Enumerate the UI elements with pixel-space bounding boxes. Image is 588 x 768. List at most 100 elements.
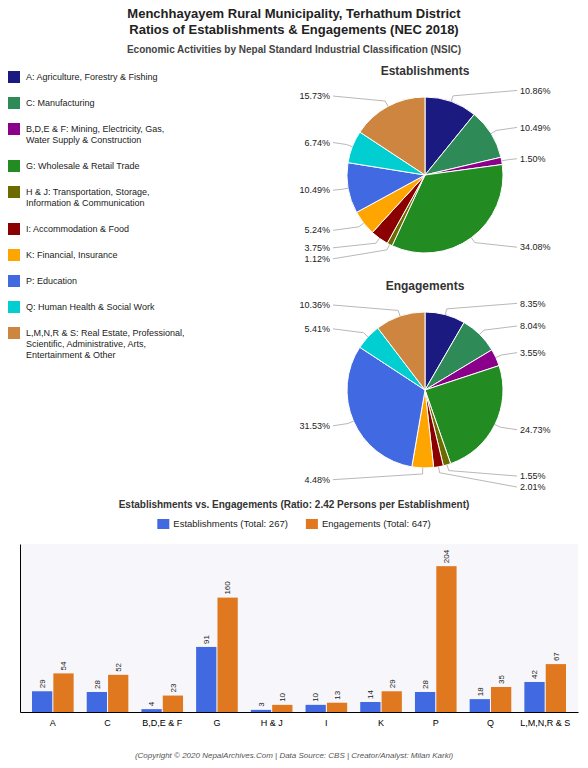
text-line: Menchhayayem Rural Municipality, Terhath…: [127, 6, 461, 21]
pie-title: Establishments: [381, 64, 470, 78]
bar: [196, 647, 216, 712]
data-label: 67: [552, 652, 561, 661]
data-label: 3.75%: [304, 243, 330, 253]
leader-line: [491, 127, 517, 133]
legend-swatch: [8, 223, 20, 235]
data-label: 29: [38, 679, 47, 688]
legend-entry: P: Education: [26, 276, 77, 286]
bar: [306, 705, 326, 712]
tick: C: [104, 712, 111, 728]
legend-entry: I: Accommodation & Food: [26, 224, 129, 234]
leader-line: [451, 90, 517, 101]
text-line: Ratios of Establishments & Engagements (…: [129, 22, 458, 37]
text-line: Information & Communication: [26, 198, 145, 208]
data-label: 1.50%: [520, 154, 546, 164]
leader-line: [333, 238, 379, 247]
pie-title: Engagements: [386, 279, 465, 293]
data-label: 3: [257, 702, 266, 707]
data-label: 5.24%: [304, 225, 330, 235]
bar: [251, 710, 271, 712]
text-line: I: Accommodation & Food: [26, 224, 129, 234]
leader-line: [495, 425, 517, 430]
legend-entry: G: Wholesale & Retail Trade: [26, 161, 140, 171]
data-label: 10: [278, 692, 287, 701]
bar: [272, 705, 292, 712]
legend-swatch: [8, 301, 20, 313]
legend-swatch: [8, 123, 20, 135]
bar: [141, 709, 161, 712]
tick: G: [213, 712, 220, 728]
data-label: 31.53%: [299, 421, 330, 431]
legend-swatch: [8, 71, 20, 83]
leader-line: [333, 329, 368, 337]
pie-slice: L,M,N,R & S: Real Estate, Professional, …: [378, 312, 425, 390]
legend-entry: L,M,N,R & S: Real Estate, Professional,S…: [26, 328, 185, 360]
data-label: 24.73%: [520, 425, 551, 435]
data-label: 14: [366, 690, 375, 699]
legend-entry: K: Financial, Insurance: [26, 250, 118, 260]
leader-line: [471, 238, 517, 247]
text-line: Q: Human Health & Social Work: [26, 302, 155, 312]
pie-slice: L,M,N,R & S: Real Estate, Professional, …: [360, 97, 425, 175]
legend-entry: Engagements (Total: 647): [322, 518, 431, 529]
tick: Q: [487, 712, 494, 728]
tick-label: I: [325, 718, 328, 728]
tick-label: G: [213, 718, 220, 728]
data-label: 1.12%: [304, 254, 330, 264]
legend-item: Engagements (Total: 647): [306, 518, 431, 529]
data-label: 8.35%: [520, 299, 546, 309]
data-label: 10.49%: [299, 185, 330, 195]
pie-chart: EstablishmentsA: Agriculture, Forestry &…: [299, 64, 550, 264]
data-label: 8.04%: [520, 321, 546, 331]
tick-label: A: [50, 718, 56, 728]
bar: [382, 691, 402, 712]
data-label: 29: [388, 679, 397, 688]
data-label: 28: [93, 680, 102, 689]
legend-entry: C: Manufacturing: [26, 98, 95, 108]
legend-entry: A: Agriculture, Forestry & Fishing: [26, 72, 158, 82]
data-label: 10.49%: [520, 123, 551, 133]
subtitle: Economic Activities by Nepal Standard In…: [127, 44, 461, 55]
legend-swatch: [8, 327, 20, 339]
text-line: Water Supply & Construction: [26, 135, 141, 145]
tick-label: P: [433, 718, 439, 728]
leader-line: [496, 353, 517, 358]
bar: [436, 566, 456, 712]
leader-line: [333, 223, 364, 230]
data-labels: 2928491310142818425452231601013292043567: [38, 549, 561, 707]
data-label: 3.55%: [520, 348, 546, 358]
leader-line: [445, 303, 517, 314]
bars: [32, 566, 566, 712]
data-label: 91: [202, 634, 211, 643]
text-line: C: Manufacturing: [26, 98, 95, 108]
bar: [360, 702, 380, 712]
tick: B,D,E & F: [142, 712, 183, 728]
bar: [108, 675, 128, 712]
leader-line: [439, 467, 517, 487]
bar: [53, 673, 73, 712]
bar: [415, 692, 435, 712]
legend-entry: Q: Human Health & Social Work: [26, 302, 155, 312]
legend-swatch: [8, 186, 20, 198]
text-line: G: Wholesale & Retail Trade: [26, 161, 140, 171]
leader-line: [333, 421, 353, 426]
tick-label: B,D,E & F: [142, 718, 183, 728]
leader-line: [502, 159, 517, 161]
data-label: 10.86%: [520, 86, 551, 96]
legend-swatch: [8, 275, 20, 287]
data-label: 42: [530, 670, 539, 679]
leader-line: [333, 143, 352, 147]
tick-label: C: [104, 718, 111, 728]
axis-line: [21, 712, 579, 713]
legend-swatch: [8, 97, 20, 109]
data-label: 35: [497, 675, 506, 684]
title: Menchhayayem Rural Municipality, Terhath…: [127, 6, 461, 37]
leader-line: [333, 188, 348, 190]
bar: [470, 699, 490, 712]
bar: [491, 687, 511, 712]
text-line: K: Financial, Insurance: [26, 250, 118, 260]
tick: A: [50, 712, 56, 728]
bar: [32, 691, 52, 712]
legend-item: Establishments (Total: 267): [157, 518, 288, 529]
legend: Establishments (Total: 267) Engagements (…: [157, 518, 430, 529]
